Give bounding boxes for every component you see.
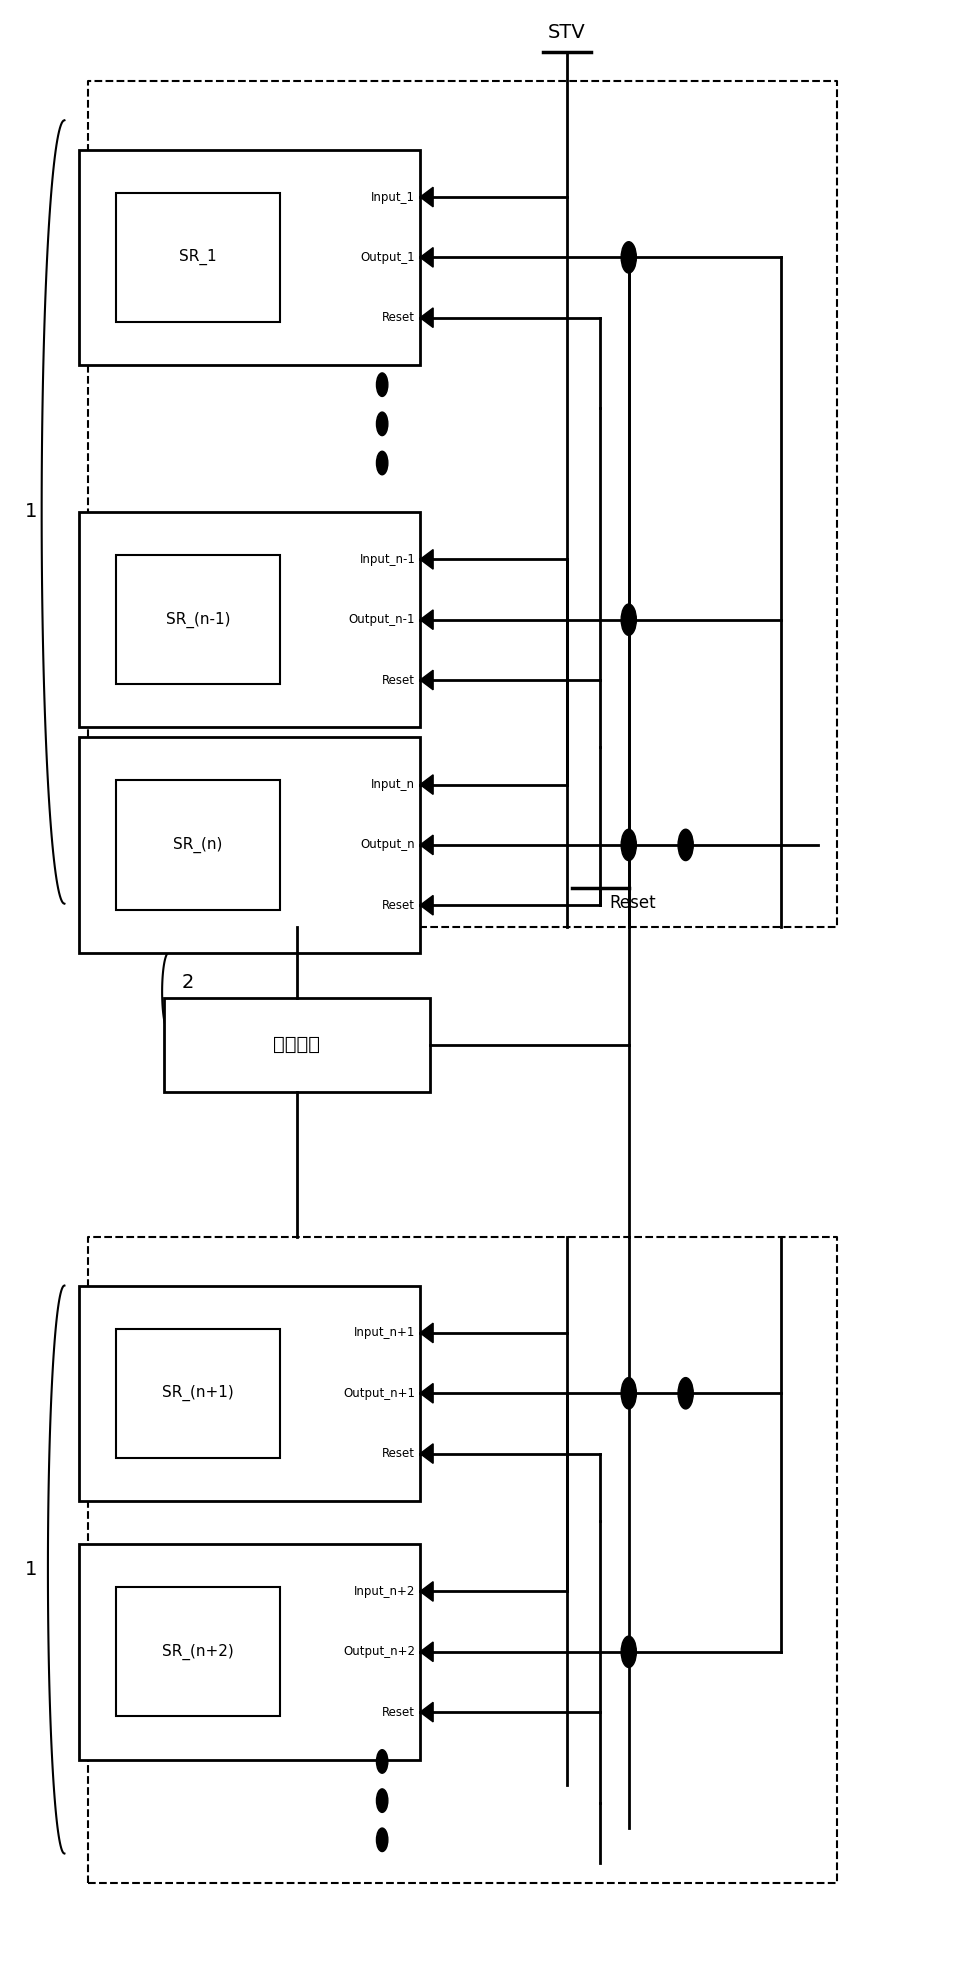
Bar	[78, 736, 419, 953]
Polygon shape	[419, 1444, 433, 1463]
Text: SR_(n+1): SR_(n+1)	[162, 1385, 233, 1402]
Text: Reset: Reset	[382, 1447, 415, 1459]
Text: Input_n: Input_n	[371, 778, 415, 791]
Polygon shape	[419, 774, 433, 793]
Circle shape	[620, 242, 636, 273]
Bar	[164, 998, 429, 1092]
Bar	[78, 1544, 419, 1760]
Bar	[78, 1286, 419, 1500]
Polygon shape	[419, 1581, 433, 1601]
Circle shape	[678, 829, 693, 860]
Text: SR_(n): SR_(n)	[173, 837, 223, 852]
Circle shape	[376, 1750, 388, 1773]
Text: Input_n-1: Input_n-1	[359, 554, 415, 566]
Text: 1: 1	[25, 1559, 37, 1579]
Polygon shape	[419, 1324, 433, 1343]
Text: STV: STV	[548, 24, 585, 41]
Bar	[116, 556, 280, 683]
Bar	[116, 192, 280, 322]
Text: Reset: Reset	[382, 674, 415, 687]
Text: Reset: Reset	[382, 900, 415, 911]
Bar	[116, 1587, 280, 1717]
Text: Input_n+1: Input_n+1	[354, 1326, 415, 1339]
Bar	[78, 513, 419, 727]
Text: Input_1: Input_1	[371, 191, 415, 204]
Text: 2: 2	[181, 972, 193, 992]
Polygon shape	[419, 1642, 433, 1662]
Text: Output_n+1: Output_n+1	[343, 1387, 415, 1400]
Text: 1: 1	[25, 503, 37, 522]
Text: Reset: Reset	[382, 1705, 415, 1718]
Polygon shape	[419, 187, 433, 206]
Text: SR_1: SR_1	[179, 249, 216, 265]
Circle shape	[376, 412, 388, 436]
Circle shape	[678, 1377, 693, 1408]
Polygon shape	[419, 308, 433, 328]
Circle shape	[620, 605, 636, 636]
Text: Input_n+2: Input_n+2	[354, 1585, 415, 1599]
Polygon shape	[419, 550, 433, 570]
Text: SR_(n+2): SR_(n+2)	[162, 1644, 233, 1660]
Polygon shape	[419, 611, 433, 630]
Polygon shape	[419, 1383, 433, 1402]
Circle shape	[376, 1789, 388, 1813]
Text: SR_(n-1): SR_(n-1)	[166, 611, 231, 628]
Text: Output_n+2: Output_n+2	[343, 1646, 415, 1658]
Text: Output_1: Output_1	[360, 251, 415, 263]
Circle shape	[620, 829, 636, 860]
Polygon shape	[419, 835, 433, 854]
Bar	[78, 149, 419, 365]
Polygon shape	[419, 896, 433, 915]
Text: 控制单元: 控制单元	[273, 1035, 320, 1055]
Polygon shape	[419, 1703, 433, 1722]
Circle shape	[620, 1377, 636, 1408]
Text: Reset: Reset	[382, 310, 415, 324]
Text: Reset: Reset	[609, 894, 656, 911]
Circle shape	[376, 452, 388, 475]
Circle shape	[376, 1828, 388, 1852]
Bar	[116, 780, 280, 909]
Polygon shape	[419, 670, 433, 689]
Text: Output_n-1: Output_n-1	[349, 613, 415, 627]
Polygon shape	[419, 247, 433, 267]
Text: Output_n: Output_n	[360, 839, 415, 852]
Circle shape	[376, 373, 388, 397]
Circle shape	[620, 1636, 636, 1667]
Bar	[116, 1328, 280, 1457]
